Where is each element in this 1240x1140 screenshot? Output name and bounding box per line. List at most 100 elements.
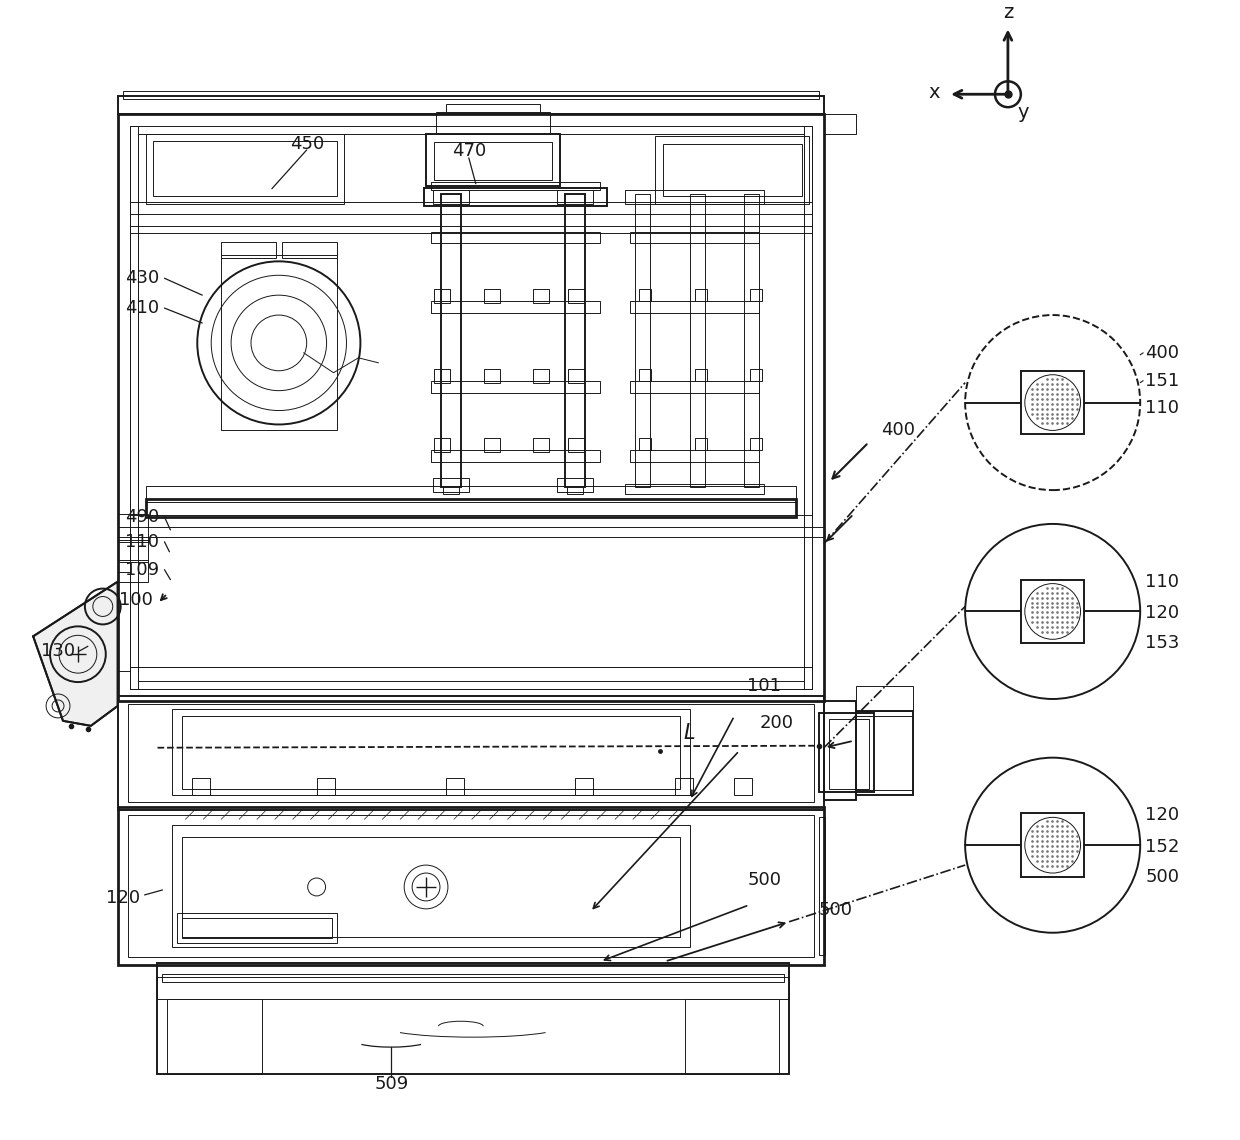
Bar: [157, 962, 789, 1074]
Text: 101: 101: [748, 677, 781, 695]
Bar: [432, 381, 600, 392]
Bar: [625, 484, 764, 494]
Bar: [434, 439, 450, 453]
Bar: [441, 194, 461, 487]
Bar: [557, 189, 593, 204]
Bar: [192, 777, 211, 796]
Bar: [533, 368, 549, 383]
Text: 200: 200: [759, 714, 794, 732]
Bar: [432, 231, 600, 244]
Text: 410: 410: [125, 299, 160, 317]
Bar: [118, 807, 823, 964]
Bar: [434, 290, 450, 303]
Bar: [145, 135, 345, 204]
Text: z: z: [1003, 3, 1013, 22]
Text: 450: 450: [290, 135, 324, 153]
Bar: [432, 450, 600, 462]
Bar: [221, 243, 275, 259]
Bar: [172, 825, 689, 946]
Bar: [818, 817, 825, 954]
Text: 151: 151: [1146, 372, 1179, 390]
Bar: [856, 686, 914, 711]
Bar: [484, 439, 500, 453]
Bar: [484, 290, 500, 303]
Bar: [145, 486, 796, 502]
Text: 110: 110: [1146, 399, 1179, 416]
Bar: [694, 290, 707, 301]
Text: 400: 400: [1146, 344, 1179, 361]
Bar: [828, 719, 869, 789]
Bar: [167, 1000, 262, 1074]
Bar: [655, 136, 808, 204]
Bar: [130, 667, 812, 689]
Text: 120: 120: [1146, 604, 1179, 622]
Bar: [182, 918, 331, 938]
Bar: [694, 368, 707, 381]
Bar: [432, 181, 600, 189]
Bar: [750, 368, 763, 381]
Bar: [128, 815, 813, 956]
Text: 500: 500: [818, 901, 853, 919]
Bar: [153, 141, 336, 196]
Bar: [130, 202, 812, 213]
Bar: [118, 540, 148, 562]
Bar: [281, 243, 336, 259]
Bar: [138, 135, 804, 681]
Bar: [182, 716, 680, 789]
Bar: [639, 368, 651, 381]
Bar: [750, 439, 763, 450]
Bar: [128, 705, 813, 803]
Bar: [804, 127, 812, 689]
Bar: [434, 142, 552, 180]
Bar: [568, 439, 584, 453]
Bar: [177, 913, 336, 943]
Text: 400: 400: [880, 422, 915, 439]
Text: 130: 130: [41, 642, 74, 660]
Bar: [118, 697, 823, 811]
Bar: [856, 716, 914, 790]
Bar: [145, 499, 796, 516]
Bar: [630, 381, 759, 392]
Bar: [856, 711, 914, 796]
Text: 100: 100: [119, 591, 153, 609]
Bar: [533, 439, 549, 453]
Text: 500: 500: [1146, 868, 1179, 886]
Bar: [424, 188, 608, 205]
Bar: [689, 194, 704, 487]
Text: 153: 153: [1146, 634, 1179, 652]
Bar: [823, 701, 856, 800]
Text: L: L: [683, 723, 696, 743]
Text: 152: 152: [1146, 838, 1179, 856]
Bar: [436, 112, 551, 135]
Text: 109: 109: [125, 561, 160, 579]
Bar: [639, 439, 651, 450]
Text: x: x: [929, 83, 940, 101]
Text: 110: 110: [125, 532, 160, 551]
Bar: [823, 114, 856, 135]
Bar: [635, 194, 650, 487]
Bar: [630, 450, 759, 462]
Bar: [630, 301, 759, 314]
Bar: [316, 777, 335, 796]
Bar: [533, 290, 549, 303]
Bar: [434, 368, 450, 383]
Bar: [557, 478, 593, 492]
Polygon shape: [33, 581, 118, 726]
Bar: [221, 255, 336, 431]
Bar: [118, 560, 148, 581]
Bar: [427, 135, 560, 186]
Bar: [446, 777, 464, 796]
Bar: [433, 189, 469, 204]
Bar: [118, 571, 130, 671]
Bar: [639, 290, 651, 301]
Bar: [182, 837, 680, 937]
Bar: [662, 144, 802, 196]
Bar: [694, 439, 707, 450]
Bar: [625, 189, 764, 204]
Text: 110: 110: [1146, 572, 1179, 591]
Bar: [567, 486, 583, 494]
Bar: [118, 114, 823, 701]
Text: 500: 500: [748, 871, 781, 889]
Text: 470: 470: [451, 142, 486, 160]
Bar: [130, 226, 812, 234]
